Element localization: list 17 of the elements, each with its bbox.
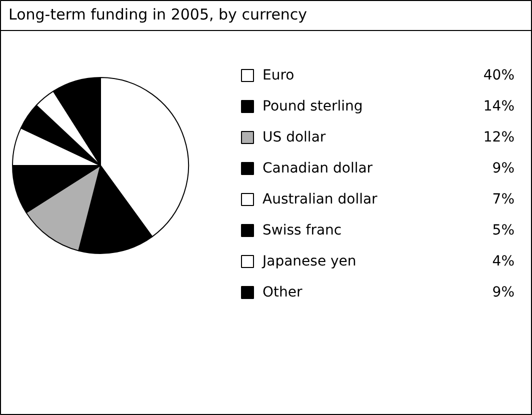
legend-label: Swiss franc — [262, 222, 342, 238]
data-label: 12% — [483, 130, 515, 146]
legend-label: US dollar — [262, 130, 326, 146]
data-label: 9% — [492, 160, 515, 176]
legend-label: Australian dollar — [262, 192, 378, 208]
legend-label: Euro — [262, 68, 294, 84]
data-label: 7% — [492, 192, 515, 208]
data-label: 40% — [483, 68, 515, 84]
legend-label: Other — [262, 284, 302, 300]
legend-label: Japanese yen — [262, 254, 356, 270]
chart-title: Long-term funding in 2005, by currency — [8, 6, 308, 24]
legend-label: Canadian dollar — [262, 160, 373, 176]
data-label: 14% — [483, 98, 515, 114]
data-label: 5% — [492, 222, 515, 238]
legend-label: Pound sterling — [262, 98, 363, 114]
data-label: 4% — [492, 254, 515, 270]
data-label: 9% — [492, 284, 515, 300]
